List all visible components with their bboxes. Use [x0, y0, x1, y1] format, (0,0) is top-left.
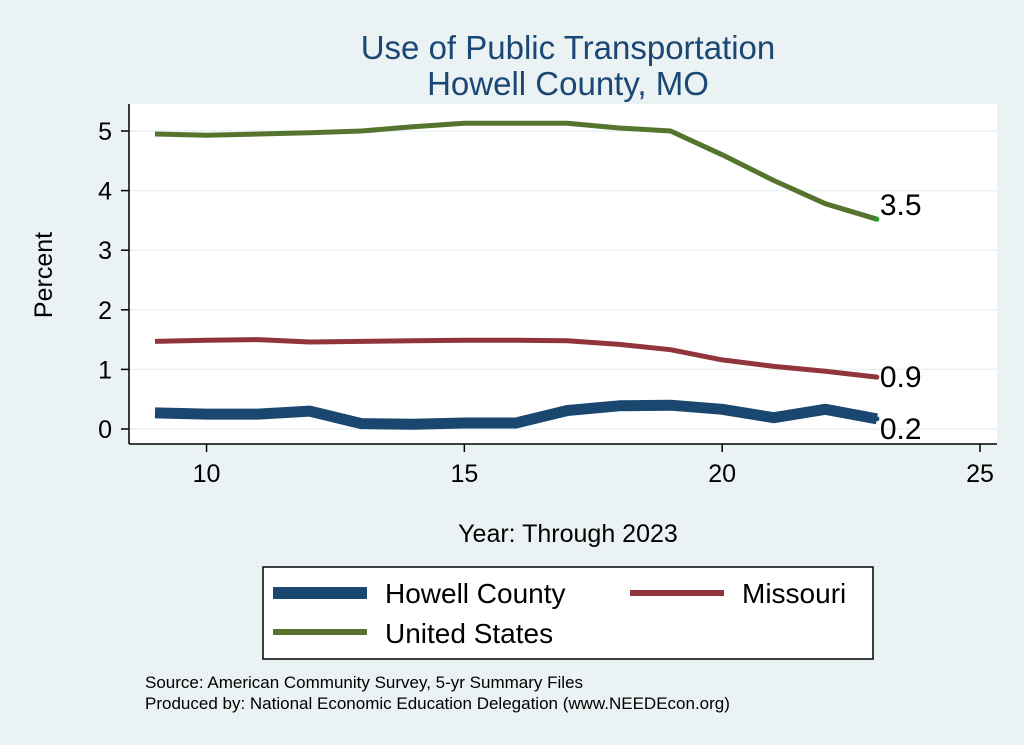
x-ticks: 10 15 20 25 — [193, 444, 994, 488]
chart-subtitle: Howell County, MO — [427, 65, 709, 102]
series-line-howell-county — [154, 399, 878, 430]
end-point-missouri — [874, 374, 880, 380]
x-tick-label: 20 — [708, 460, 736, 488]
legend-label-howell-county: Howell County — [385, 578, 566, 609]
y-tick-label: 1 — [98, 356, 112, 384]
series-line-missouri — [154, 337, 878, 380]
y-tick-label: 2 — [98, 297, 112, 325]
end-label-howell-county: 0.2 — [880, 413, 922, 446]
legend-box — [262, 566, 874, 660]
legend-label-united-states: United States — [385, 618, 553, 649]
x-tick-label: 10 — [193, 460, 221, 488]
y-axis-title: Percent — [30, 232, 58, 318]
y-tick-label: 5 — [98, 118, 112, 146]
x-axis-title: Year: Through 2023 — [458, 520, 678, 548]
end-label-missouri: 0.9 — [880, 361, 922, 394]
y-ticks: 0 1 2 3 4 5 — [98, 118, 129, 444]
legend-label-missouri: Missouri — [742, 578, 846, 609]
source-note: Source: American Community Survey, 5-yr … — [145, 673, 583, 692]
end-label-united-states: 3.5 — [880, 189, 922, 222]
end-point-howell-county — [874, 416, 880, 422]
grid-lines — [129, 130, 997, 430]
produced-by-note: Produced by: National Economic Education… — [145, 694, 730, 713]
end-point-united-states — [874, 216, 880, 222]
x-tick-label: 15 — [450, 460, 478, 488]
y-tick-label: 0 — [98, 416, 112, 444]
series-layer: 0.2 0.9 3.5 — [154, 120, 922, 446]
series-line-united-states — [154, 120, 878, 222]
x-tick-label: 25 — [966, 460, 994, 488]
y-tick-label: 3 — [98, 237, 112, 265]
y-tick-label: 4 — [98, 178, 112, 206]
chart-title: Use of Public Transportation — [361, 29, 776, 66]
plot-area — [129, 104, 997, 444]
